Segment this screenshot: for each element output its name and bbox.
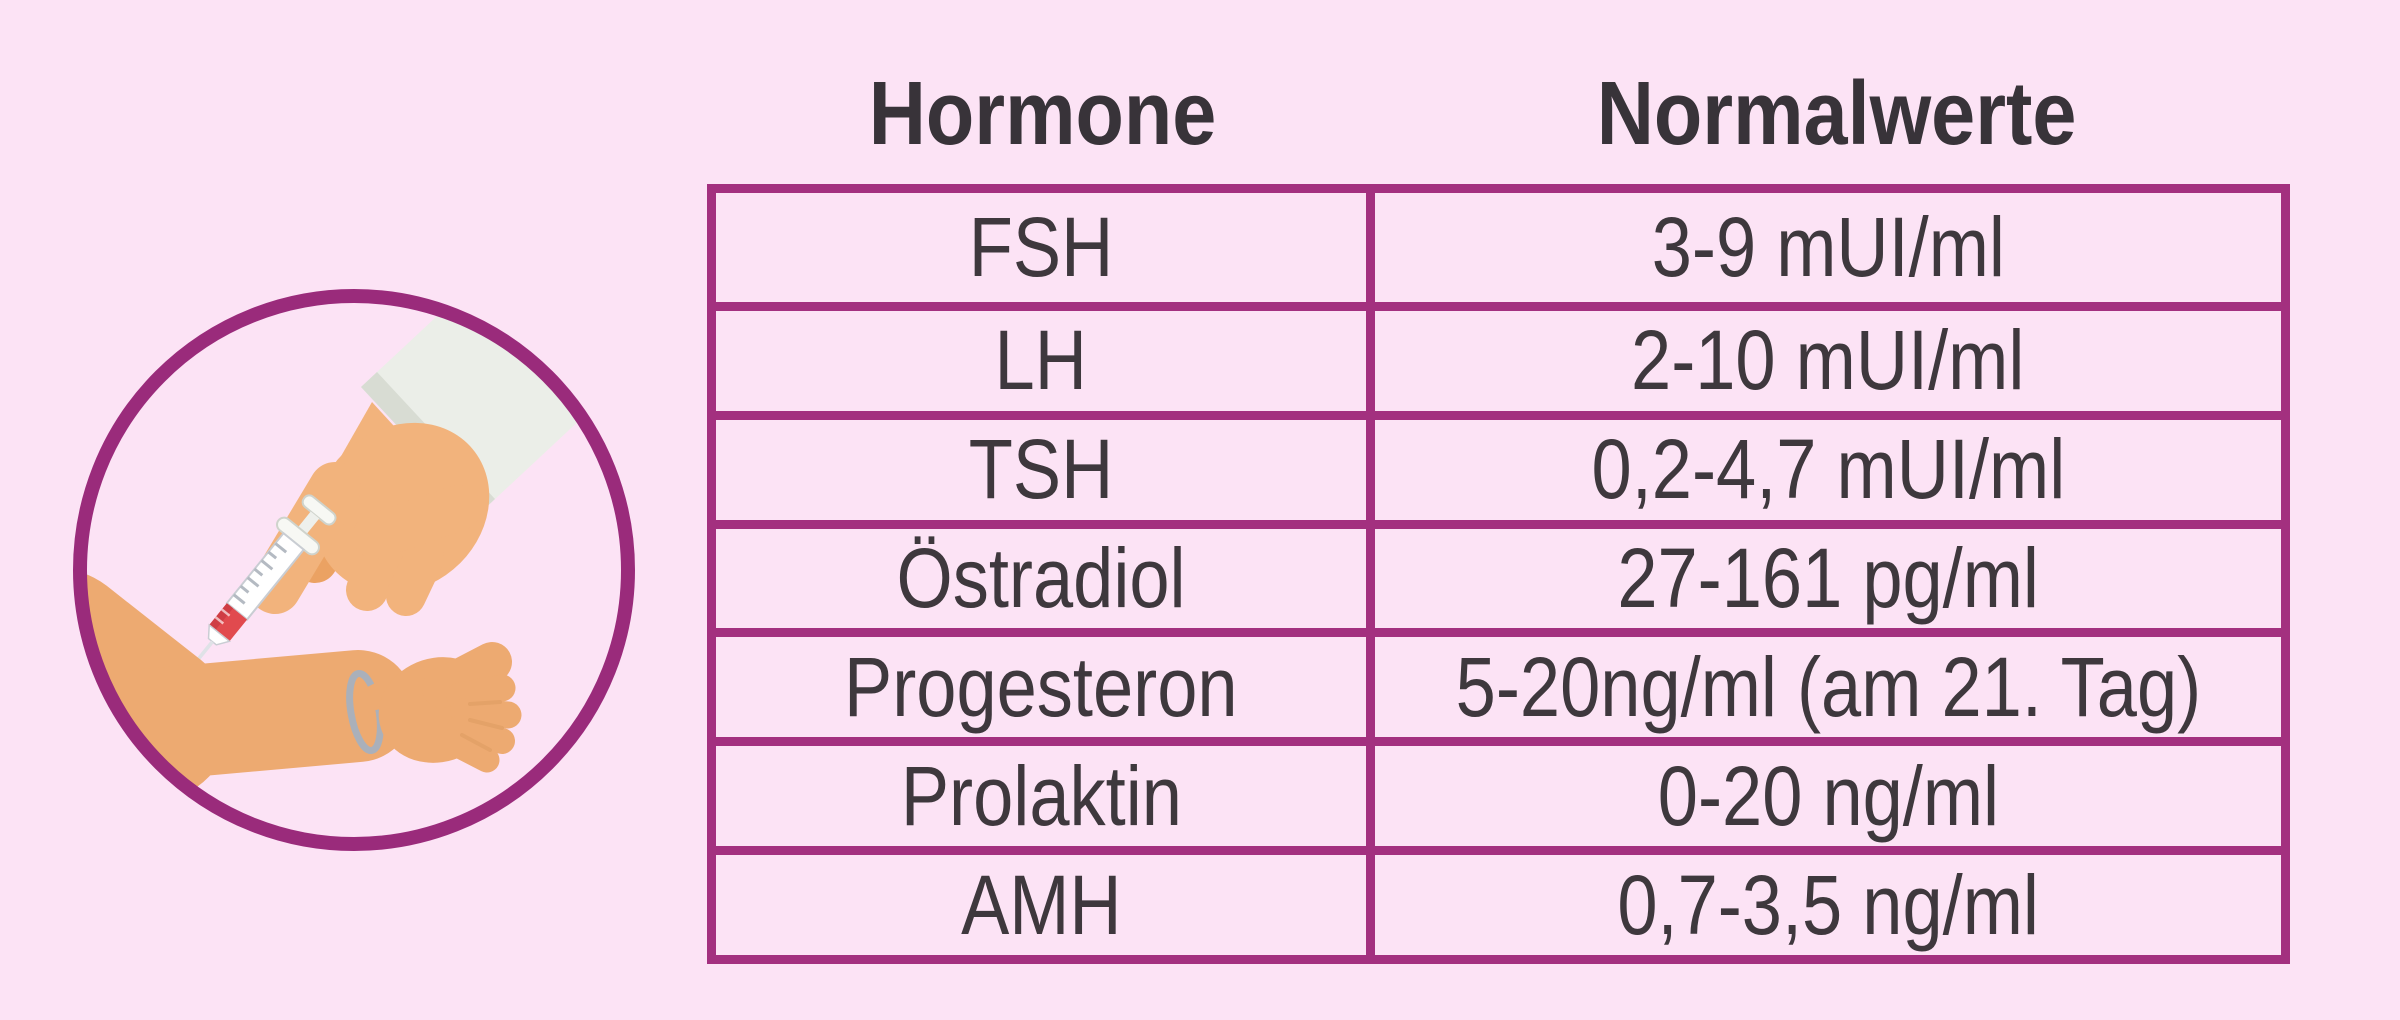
hormone-name: TSH: [968, 422, 1114, 517]
table-row: Prolaktin 0-20 ng/ml: [716, 737, 2281, 847]
syringe-scale-ticks: [232, 542, 288, 605]
table-row: TSH 0,2-4,7 mUI/ml: [716, 410, 2281, 520]
circle-frame: [73, 289, 635, 851]
table-row: AMH 0,7-3,5 ng/ml: [716, 846, 2281, 955]
syringe-icon: [192, 494, 337, 667]
hormone-name-cell: AMH: [716, 855, 1375, 955]
normal-range-cell: 5-20ng/ml (am 21. Tag): [1375, 637, 2281, 737]
normal-range-value: 5-20ng/ml (am 21. Tag): [1455, 639, 2201, 734]
table-row: Östradiol 27-161 pg/ml: [716, 519, 2281, 629]
bracelet: [346, 670, 384, 754]
column-header-normalwerte-label: Normalwerte: [1597, 63, 2077, 164]
patient-finger-3: [447, 715, 515, 754]
blood-tick-2: [214, 616, 225, 625]
hormone-name-cell: LH: [716, 310, 1375, 411]
hormone-name-cell: Progesteron: [716, 637, 1375, 738]
patient-finger-2: [450, 698, 522, 729]
normal-range-cell: 2-10 mUI/ml: [1375, 311, 2281, 411]
syringe-plunger-top: [301, 494, 337, 526]
syringe-plunger-rod: [297, 511, 320, 535]
normal-range-value: 0-20 ng/ml: [1657, 748, 1999, 843]
illustration-content: [86, 302, 622, 801]
table-row: LH 2-10 mUI/ml: [716, 301, 2281, 411]
table-row: FSH 3-9 mUI/ml: [716, 193, 2281, 302]
normal-range-cell: 27-161 pg/ml: [1375, 529, 2281, 629]
normal-range-value: 27-161 pg/ml: [1617, 530, 2039, 625]
patient-forearm: [89, 650, 414, 781]
hormone-values-table: FSH 3-9 mUI/ml LH 2-10 mUI/ml TSH 0,2-4,…: [707, 184, 2290, 964]
column-header-normalwerte: Normalwerte: [1384, 58, 2290, 170]
normal-range-cell: 0-20 ng/ml: [1375, 746, 2281, 846]
normal-range-cell: 0,7-3,5 ng/ml: [1375, 855, 2281, 955]
hormone-name: AMH: [960, 857, 1122, 952]
hormone-name-cell: FSH: [716, 193, 1375, 302]
table-row: Progesteron 5-20ng/ml (am 21. Tag): [716, 628, 2281, 738]
hormone-name: Progesteron: [844, 639, 1238, 734]
hormone-name: FSH: [968, 199, 1114, 294]
blood-draw-illustration: [73, 289, 635, 851]
normal-range-value: 0,2-4,7 mUI/ml: [1591, 422, 2065, 517]
patient-hand: [378, 642, 522, 773]
patient-thumb: [422, 642, 512, 708]
normal-range-value: 0,7-3,5 ng/ml: [1617, 857, 2039, 952]
patient-finger-4: [439, 729, 500, 773]
normal-range-cell: 3-9 mUI/ml: [1375, 193, 2281, 302]
hormone-name-cell: TSH: [716, 419, 1375, 520]
hormone-name: LH: [994, 313, 1088, 408]
finger-separation-lines: [460, 700, 504, 752]
normal-range-value: 2-10 mUI/ml: [1631, 313, 2025, 408]
syringe-tip: [207, 623, 232, 646]
column-header-hormone: Hormone: [707, 58, 1379, 170]
blood-sample-shadow: [209, 603, 234, 630]
hormone-name: Prolaktin: [900, 748, 1182, 843]
blood-tick-1: [221, 608, 231, 617]
normal-range-cell: 0,2-4,7 mUI/ml: [1375, 420, 2281, 520]
hormone-name-cell: Prolaktin: [716, 746, 1375, 847]
normal-range-value: 3-9 mUI/ml: [1651, 199, 2005, 294]
nurse-hand: [249, 402, 490, 616]
patient-finger-1: [446, 674, 516, 710]
hormone-name: Östradiol: [896, 530, 1186, 625]
nurse-sleeve: [361, 302, 622, 514]
nurse-thumb: [353, 485, 481, 559]
column-header-hormone-label: Hormone: [869, 63, 1217, 164]
nurse-curled-finger-2: [386, 538, 444, 616]
hormone-name-cell: Östradiol: [716, 528, 1375, 629]
